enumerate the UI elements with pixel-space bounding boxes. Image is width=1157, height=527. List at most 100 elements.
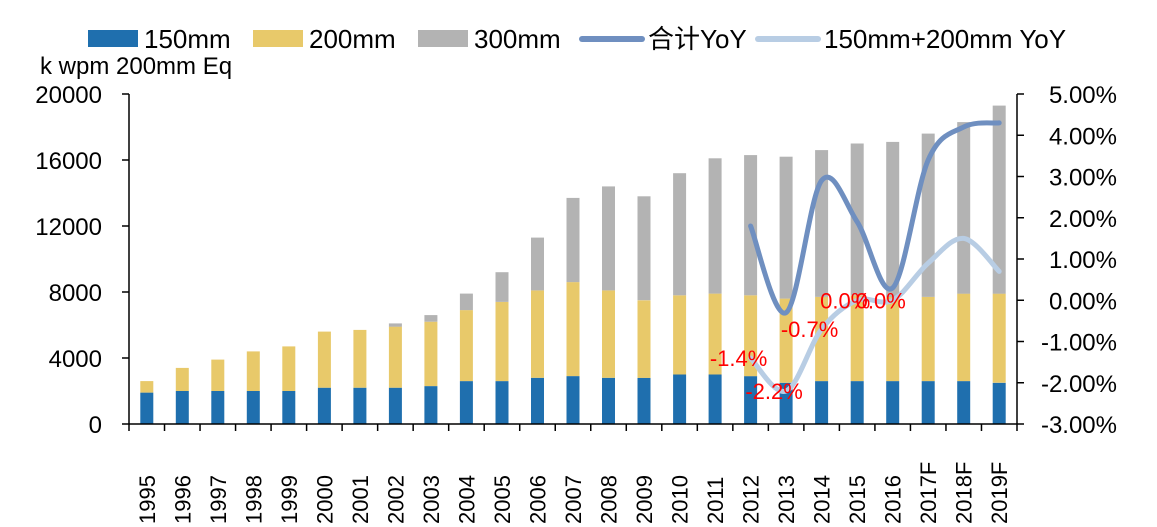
bar-200mm-2019F	[992, 293, 1006, 383]
x-tick-label: 2005	[490, 475, 515, 524]
x-tick-label: 2019F	[987, 462, 1012, 524]
bar-300mm-2008	[602, 186, 615, 291]
x-tick-label: 1997	[206, 475, 231, 524]
bar-150mm-2002	[388, 387, 402, 424]
lines-layer	[748, 120, 1002, 394]
legend-item-300mm: 300mm	[418, 24, 561, 54]
right-tick-label: -1.00%	[1041, 330, 1117, 357]
bar-200mm-1997	[211, 359, 225, 391]
bar-300mm-2016	[886, 141, 900, 297]
x-tick-label: 2009	[632, 475, 657, 524]
bar-150mm-2016	[886, 381, 900, 424]
legend-label: 150mm	[144, 24, 231, 54]
bar-200mm-2008	[602, 290, 615, 378]
bar-200mm-2016	[886, 296, 900, 382]
bar-200mm-2004	[459, 310, 473, 382]
bars-layer	[140, 105, 1006, 425]
bar-150mm-2008	[602, 377, 615, 424]
legend-label: 300mm	[474, 24, 561, 54]
bar-150mm-2017F	[921, 381, 935, 424]
bar-200mm-1999	[282, 346, 296, 391]
x-tick-label: 2008	[597, 475, 622, 524]
bar-200mm-2011	[708, 293, 722, 375]
bar-200mm-2012	[744, 295, 758, 377]
right-tick-label: 3.00%	[1049, 165, 1117, 192]
legend-label: 合计YoY	[648, 24, 747, 54]
x-tick-label: 2017F	[916, 462, 941, 524]
bar-300mm-2005	[495, 272, 509, 302]
x-tick-label: 1995	[135, 475, 160, 524]
data-label: -0.7%	[781, 317, 838, 342]
bar-300mm-2006	[531, 237, 544, 291]
legend-item-150mm: 150mm	[88, 24, 231, 54]
x-tick-label: 2018F	[952, 462, 977, 524]
x-tick-label: 2013	[774, 475, 799, 524]
bar-200mm-1996	[175, 367, 189, 391]
bar-150mm-1995	[140, 392, 154, 424]
bar-200mm-1995	[140, 381, 154, 393]
bar-200mm-2017F	[921, 296, 935, 382]
left-tick-label: 20000	[35, 82, 102, 109]
bar-150mm-2010	[673, 374, 687, 424]
bar-300mm-2007	[566, 197, 580, 283]
legend-item-200mm: 200mm	[253, 24, 396, 54]
bar-300mm-2004	[459, 293, 473, 311]
bar-150mm-2014	[815, 381, 829, 424]
data-labels-layer: -1.4% -2.2% -0.7% 0.0%0.0%	[710, 288, 906, 404]
bar-200mm-2015	[850, 295, 864, 382]
right-tick-label: 1.00%	[1049, 247, 1117, 274]
right-tick-label: 0.00%	[1049, 288, 1117, 315]
bar-200mm-2003	[424, 321, 438, 387]
bar-300mm-2014	[815, 150, 829, 297]
bar-200mm-2018F	[957, 293, 971, 382]
bar-150mm-2009	[637, 377, 651, 424]
bar-300mm-2002	[388, 323, 402, 327]
bar-300mm-2003	[424, 315, 438, 322]
bar-200mm-2005	[495, 301, 509, 382]
x-tick-label: 2010	[668, 475, 693, 524]
line-yoy	[748, 120, 1002, 316]
bar-150mm-1996	[175, 391, 189, 424]
bar-150mm-2004	[459, 381, 473, 424]
legend-item-150mm-200mm-yoy: 150mm+200mm YoY	[755, 24, 1066, 54]
bar-300mm-2009	[637, 196, 651, 301]
bar-150mm-2003	[424, 386, 438, 424]
legend-label: 200mm	[309, 24, 396, 54]
bar-150mm-1998	[246, 391, 260, 424]
line-150mm-200mm-yoy	[748, 235, 1002, 394]
bar-150mm-2018F	[957, 381, 971, 424]
legend-swatch	[253, 30, 303, 47]
legend: 150mm 200mm 300mm 合计YoY 150mm+200mm YoY	[88, 24, 1066, 54]
data-label: -2.2%	[745, 379, 802, 404]
bar-300mm-2013	[779, 156, 793, 299]
bar-150mm-2000	[317, 387, 331, 424]
x-tick-label: 2015	[845, 475, 870, 524]
x-tick-label: 2000	[312, 475, 337, 524]
bar-200mm-1998	[246, 351, 260, 391]
x-tick-label: 2003	[419, 475, 444, 524]
right-tick-label: -2.00%	[1041, 371, 1117, 398]
bar-300mm-2011	[708, 158, 722, 294]
bar-200mm-2002	[388, 326, 402, 388]
data-label: -1.4%	[710, 346, 767, 371]
bar-300mm-2018F	[957, 122, 971, 294]
right-tick-label: 2.00%	[1049, 206, 1117, 233]
x-tick-label: 2016	[881, 475, 906, 524]
bar-300mm-2019F	[992, 105, 1006, 294]
left-tick-label: 12000	[35, 214, 102, 241]
x-tick-label: 1996	[170, 475, 195, 524]
legend-item-yoy: 合计YoY	[579, 24, 747, 54]
bar-200mm-2000	[317, 331, 331, 388]
left-tick-label: 0	[89, 412, 102, 439]
x-tick-label: 2014	[810, 475, 835, 524]
x-tick-label: 1998	[241, 475, 266, 524]
bar-150mm-2005	[495, 381, 509, 424]
right-tick-label: 5.00%	[1049, 82, 1117, 109]
bar-150mm-2006	[531, 377, 544, 424]
left-tick-label: 16000	[35, 148, 102, 175]
bar-200mm-2006	[531, 290, 544, 378]
bar-150mm-2001	[353, 387, 367, 424]
bar-150mm-2007	[566, 376, 580, 424]
left-tick-label: 8000	[49, 280, 102, 307]
